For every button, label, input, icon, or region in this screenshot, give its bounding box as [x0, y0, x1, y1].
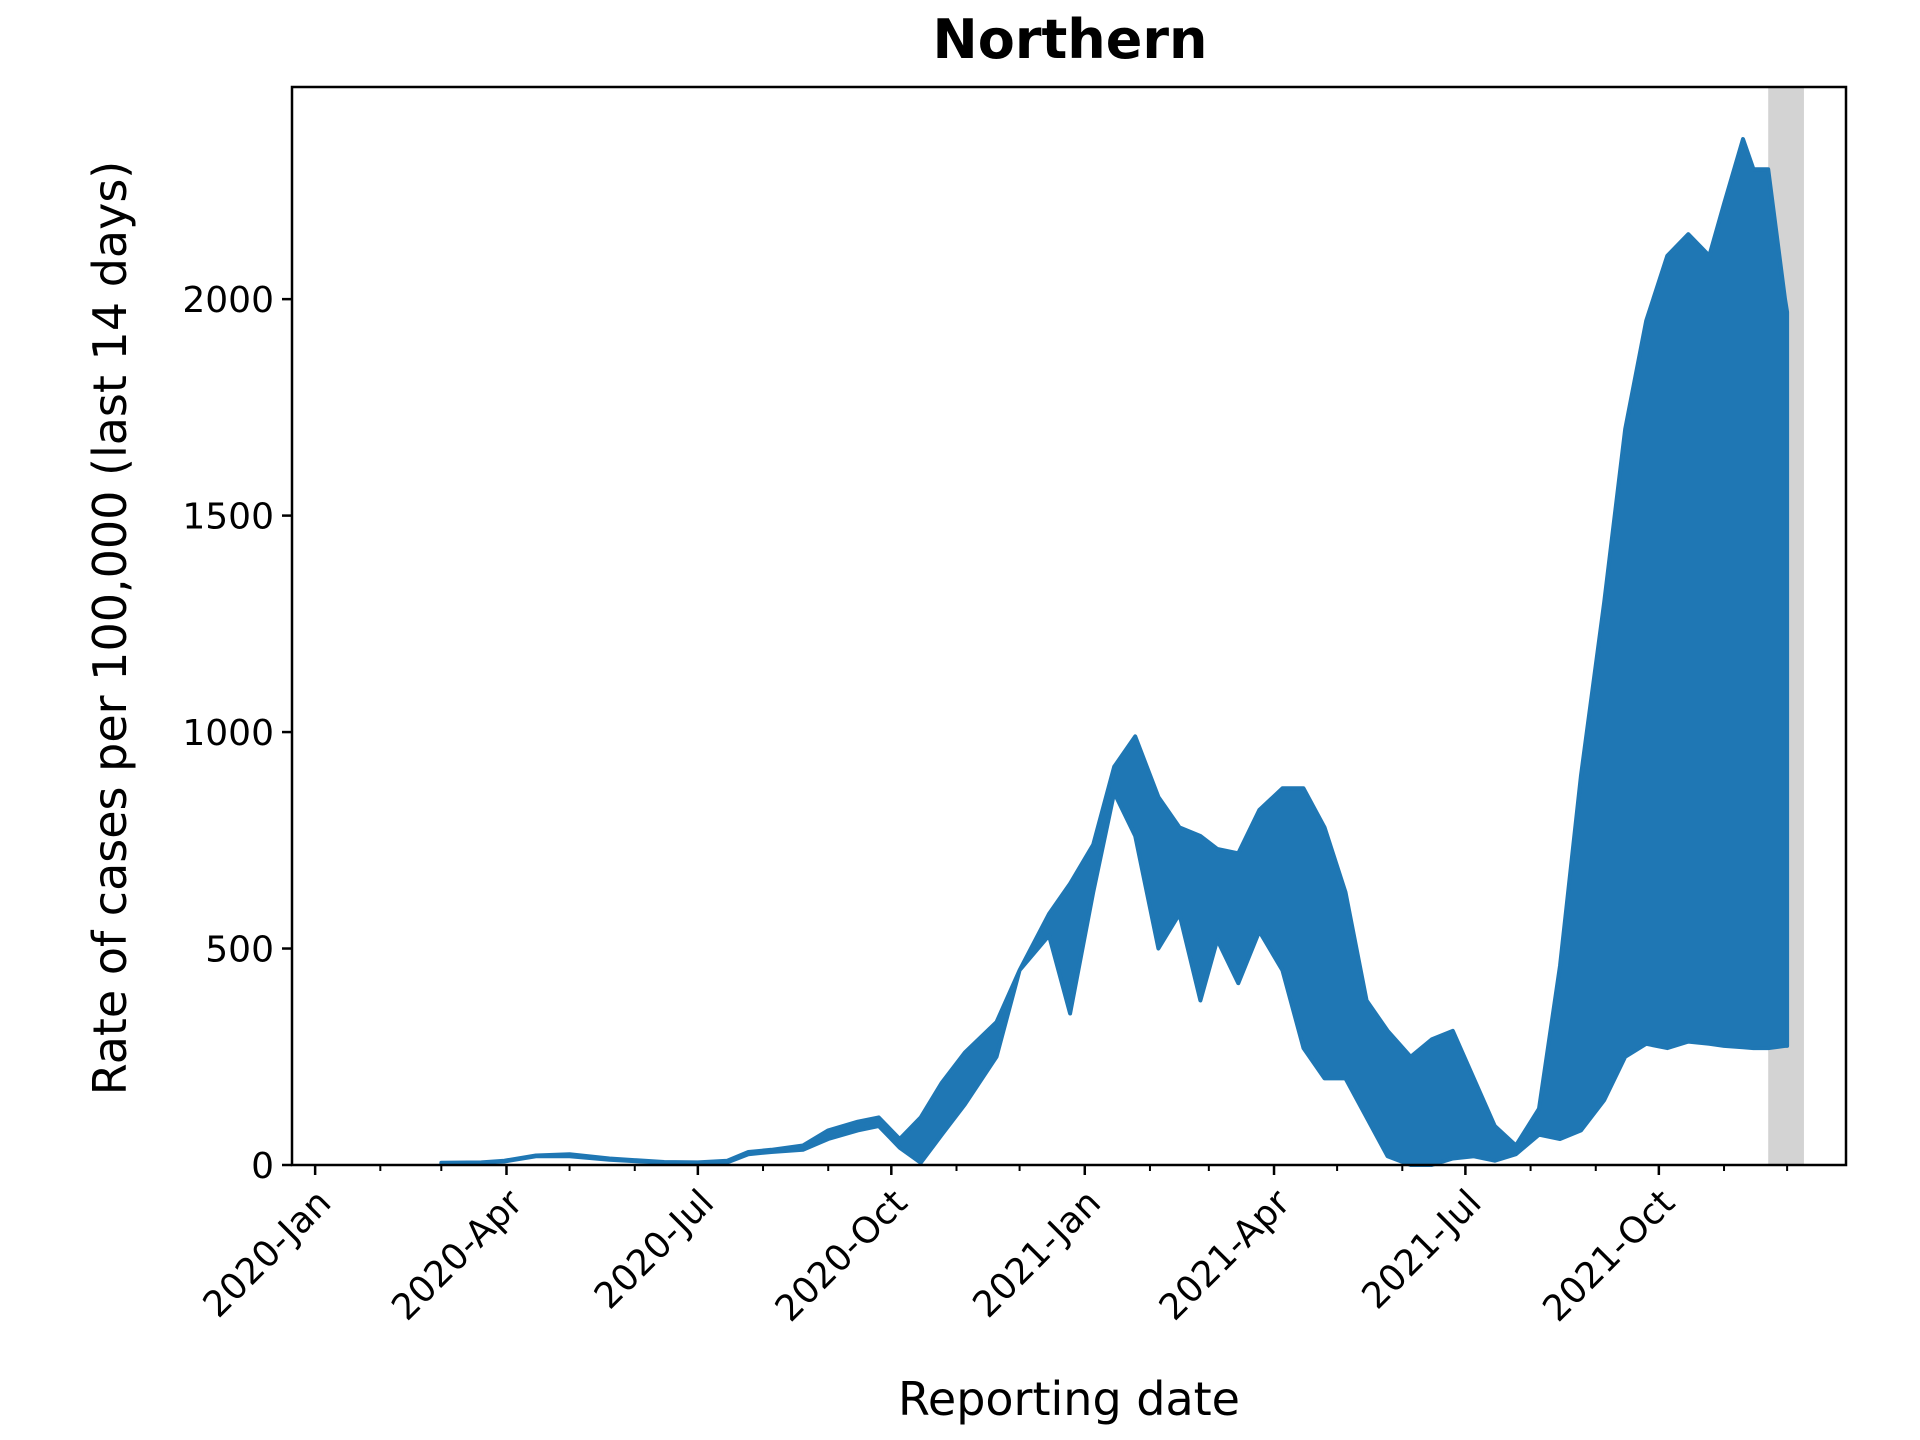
x-axis: 2020-Jan 2020-Apr 2020-Jul 2020-Oct 2021-Jan… — [196, 1165, 1789, 1330]
x-axis-label: Reporting date — [898, 1372, 1240, 1426]
x-tick-label: 2021-Oct — [1535, 1182, 1683, 1330]
x-tick-label: 2020-Apr — [384, 1182, 531, 1329]
y-axis: 0 500 1000 1500 2000 — [182, 280, 292, 1187]
y-tick-label: 2000 — [182, 280, 274, 321]
y-tick-label: 500 — [205, 930, 274, 971]
x-tick-label: 2020-Jan — [196, 1182, 340, 1326]
x-tick-label: 2020-Jul — [587, 1182, 722, 1317]
x-tick-label: 2021-Apr — [1152, 1182, 1299, 1329]
chart-title: Northern — [933, 8, 1208, 71]
y-tick-label: 0 — [251, 1146, 274, 1187]
y-tick-label: 1000 — [182, 713, 274, 754]
x-tick-label: 2021-Jul — [1354, 1182, 1489, 1317]
y-tick-label: 1500 — [182, 497, 274, 538]
plot-frame — [290, 85, 1848, 1167]
y-axis-label: Rate of cases per 100,000 (last 14 days) — [83, 161, 137, 1096]
plot-area — [439, 87, 1804, 1167]
x-tick-label: 2021-Jan — [965, 1182, 1109, 1326]
series-band-0 — [439, 137, 1790, 1167]
x-tick-label: 2020-Oct — [768, 1182, 916, 1330]
